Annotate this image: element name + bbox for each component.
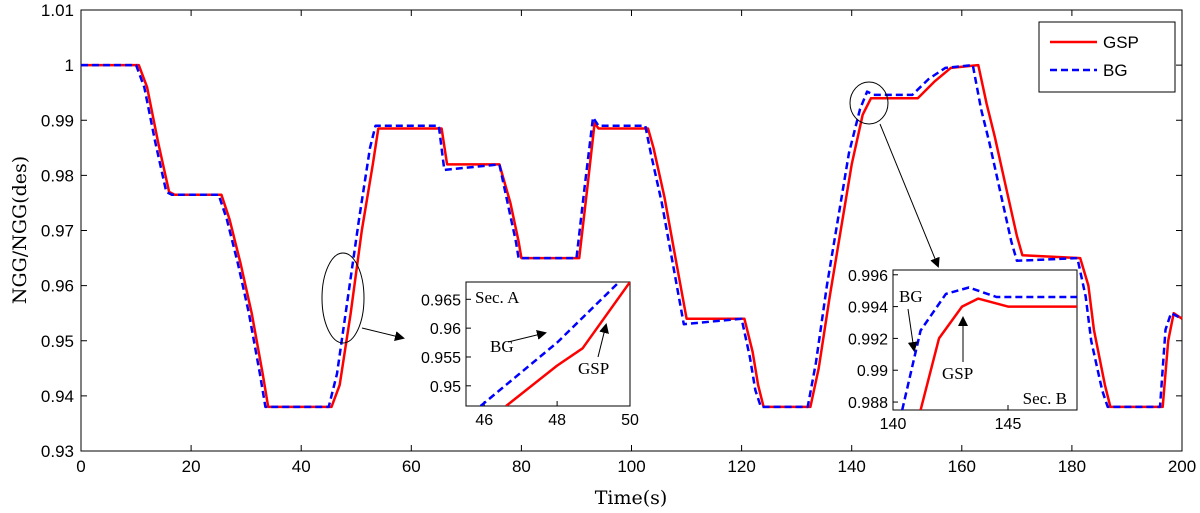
inset-a-y-tick-label: 0.96 [430, 321, 461, 338]
inset-b-y-tick-label: 0.994 [848, 300, 888, 317]
legend-label-bg: BG [1103, 61, 1128, 80]
legend-label-gsp: GSP [1103, 33, 1139, 52]
inset-b-x-tick-label: 140 [880, 416, 907, 433]
inset-a-bg-line [479, 282, 620, 406]
zoom-callouts [321, 81, 940, 344]
x-tick-label: 40 [292, 457, 311, 476]
inset-a-x-tick-label: 50 [621, 412, 639, 429]
inset-a-title: Sec. A [475, 288, 520, 307]
inset-a-series [479, 282, 630, 406]
x-tick-label: 140 [838, 457, 866, 476]
inset-sec-b: 140 145 0.988 0.99 0.992 0.994 0.996 Sec. B BG GS… [848, 268, 1078, 433]
y-tick-label: 0.98 [41, 166, 74, 185]
inset-b-x-tick-label: 145 [995, 416, 1022, 433]
zoom-arrow-b [879, 123, 940, 268]
x-tick-label: 80 [512, 457, 531, 476]
inset-a-annotation-gsp: GSP [578, 359, 609, 378]
x-tick-label: 120 [727, 457, 755, 476]
x-tick-label: 0 [76, 457, 85, 476]
series-gsp-line [81, 63, 1183, 409]
inset-a-gsp-line [505, 282, 630, 406]
inset-a-y-tick-label: 0.965 [421, 292, 461, 309]
y-tick-label: 0.93 [41, 442, 74, 461]
legend-box [1038, 21, 1176, 93]
inset-b-y-tick-label: 0.99 [857, 363, 888, 380]
y-tick-label: 0.97 [41, 222, 74, 241]
inset-a-x-tick-label: 46 [475, 412, 493, 429]
inset-a-y-tick-label: 0.95 [430, 379, 461, 396]
inset-b-y-tick-label: 0.996 [848, 268, 888, 285]
inset-b-annotation-gsp: GSP [942, 364, 973, 383]
x-tick-label: 180 [1058, 457, 1086, 476]
inset-a-x-tick-label: 48 [548, 412, 566, 429]
x-tick-label: 200 [1168, 457, 1196, 476]
zoom-arrow-a [361, 327, 405, 341]
series-bg-line [81, 63, 1183, 409]
inset-a-y-tick-label: 0.955 [421, 350, 461, 367]
y-tick-label: 0.95 [41, 332, 74, 351]
x-tick-label: 160 [948, 457, 976, 476]
x-tick-label: 20 [182, 457, 201, 476]
inset-b-y-tick-label: 0.992 [848, 331, 888, 348]
inset-a-arrow-gsp [597, 323, 609, 358]
x-tick-label: 60 [402, 457, 421, 476]
inset-b-y-tick-label: 0.988 [848, 395, 888, 412]
inset-b-gsp-line [919, 297, 1077, 410]
y-tick-label: 0.99 [41, 111, 74, 130]
y-axis-label: NGG/NGG(des) [9, 156, 31, 304]
x-tick-label: 100 [617, 457, 645, 476]
inset-a-arrow-bg [507, 330, 547, 343]
inset-b-title: Sec. B [1023, 389, 1067, 408]
inset-a-frame [465, 281, 631, 407]
inset-b-annotation-bg: BG [899, 287, 923, 306]
y-tick-label: 1.01 [41, 1, 74, 20]
y-tick-label: 0.96 [41, 277, 74, 296]
x-axis-label: Time(s) [595, 487, 668, 509]
y-tick-label: 0.94 [41, 387, 74, 406]
inset-b-arrow-bg [907, 308, 918, 352]
legend: GSP BG [1038, 21, 1176, 93]
zoom-ellipse-a [321, 252, 365, 344]
y-tick-label: 1 [65, 56, 74, 75]
main-plot: 0 20 40 60 80 100 120 140 160 180 200 0.93 0.94 0.95 0… [9, 1, 1196, 509]
zoom-ellipse-b [849, 81, 889, 125]
inset-sec-a: 46 48 50 0.95 0.955 0.96 0.965 Sec. A BG GSP [421, 281, 639, 429]
inset-a-annotation-bg: BG [490, 337, 514, 356]
